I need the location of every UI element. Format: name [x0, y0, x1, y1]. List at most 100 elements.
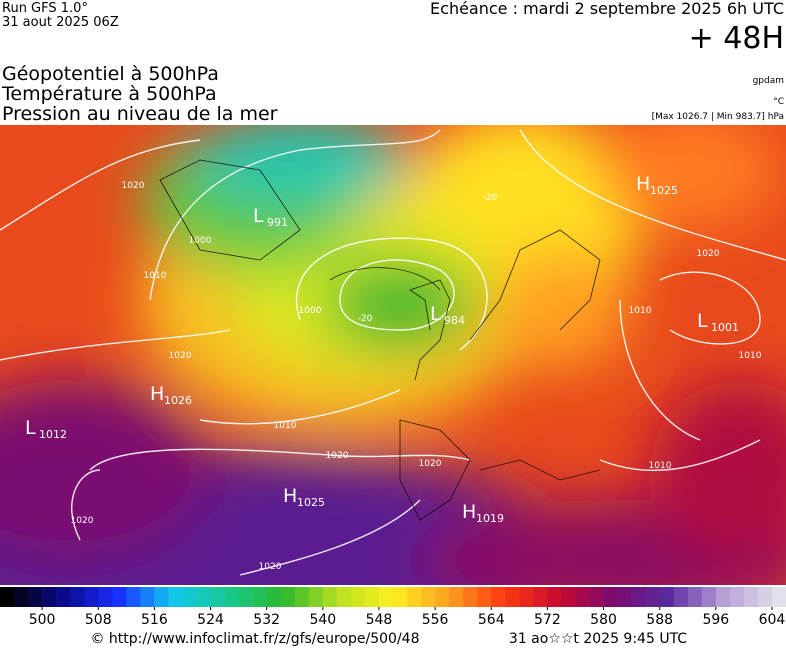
colorbar-tick-label: 580: [590, 612, 617, 628]
colorbar-swatch: [308, 587, 324, 607]
colorbar-tick-label: 516: [141, 612, 168, 628]
colorbar-swatch: [701, 587, 717, 607]
colorbar-swatch: [407, 587, 422, 607]
center-letter: H: [636, 173, 650, 195]
generated-time: 31 ao☆☆t 2025 9:45 UTC: [509, 631, 687, 647]
colorbar-swatch: [743, 587, 759, 607]
colorbar-swatch: [477, 587, 492, 607]
colorbar-swatch: [182, 587, 197, 607]
contour-label: 1020: [169, 351, 192, 361]
colorbar-swatch: [435, 587, 450, 607]
colorbar-swatch: [463, 587, 478, 607]
colorbar-swatch: [140, 587, 155, 607]
center-value: 1025: [650, 184, 678, 197]
colorbar-tick-label: 532: [253, 612, 280, 628]
unit-label: °C: [773, 97, 784, 107]
contour-label: 1010: [274, 421, 297, 431]
colorbar-tick-label: 548: [366, 612, 393, 628]
contour-label: 1020: [419, 459, 442, 469]
colorbar-swatch: [589, 587, 604, 607]
colorbar-swatch: [294, 587, 310, 607]
colorbar-swatch: [42, 587, 57, 607]
colorbar-swatch: [729, 587, 745, 607]
pressure-range: [Max 1026.7 | Min 983.7] hPa: [652, 112, 784, 122]
center-letter: L: [25, 417, 36, 439]
title: Pression au niveau de la mer: [2, 103, 278, 125]
unit-label: gpdam: [753, 76, 784, 86]
colorbar-swatch: [28, 587, 43, 607]
contour-label: 1000: [299, 306, 322, 316]
center-letter: H: [462, 501, 476, 523]
colorbar-swatch: [715, 587, 731, 607]
colorbar-swatch: [505, 587, 520, 607]
colorbar-swatch: [84, 587, 99, 607]
valid-time: Echéance : mardi 2 septembre 2025 6h UTC: [430, 0, 784, 18]
colorbar-swatch: [238, 587, 253, 607]
colorbar-swatch: [491, 587, 506, 607]
colorbar-swatch: [196, 587, 211, 607]
colorbar-swatch: [547, 587, 562, 607]
title: Géopotentiel à 500hPa: [2, 63, 219, 85]
colorbar-tick-label: 524: [197, 612, 224, 628]
contour-label: 1020: [697, 249, 720, 259]
colorbar-swatch: [252, 587, 267, 607]
colorbar-tick-label: 596: [702, 612, 729, 628]
colorbar-swatch: [0, 587, 15, 607]
contour-label: 1010: [144, 271, 167, 281]
colorbar-swatch: [449, 587, 464, 607]
colorbar-swatch: [210, 587, 225, 607]
colorbar-swatch: [266, 587, 282, 607]
colorbar-swatch: [673, 587, 689, 607]
run-date: 31 aout 2025 06Z: [2, 15, 119, 30]
colorbar-swatch: [112, 587, 127, 607]
colorbar-swatch: [645, 587, 660, 607]
center-value: 984: [444, 314, 465, 327]
center-letter: H: [150, 383, 164, 405]
colorbar-tick-label: 572: [534, 612, 561, 628]
colorbar-tick-label: 588: [646, 612, 673, 628]
center-letter: L: [697, 310, 708, 332]
colorbar-swatch: [322, 587, 338, 607]
contour-label: -20: [358, 314, 373, 324]
colorbar-swatch: [603, 587, 618, 607]
colorbar-swatch: [98, 587, 113, 607]
colorbar-tick-label: 604: [759, 612, 786, 628]
center-value: 1012: [39, 428, 67, 441]
contour-label: 1010: [739, 351, 762, 361]
colorbar-swatch: [224, 587, 239, 607]
center-value: 1026: [164, 394, 192, 407]
colorbar-swatch: [575, 587, 590, 607]
source-link: © http://www.infoclimat.fr/z/gfs/europe/…: [90, 631, 419, 647]
map-field: [0, 125, 786, 585]
title: Température à 500hPa: [1, 83, 217, 105]
contour-label: 1000: [189, 236, 212, 246]
colorbar-tick-label: 564: [478, 612, 505, 628]
colorbar-swatch: [771, 587, 786, 607]
center-value: 991: [267, 216, 288, 229]
colorbar-swatch: [126, 587, 141, 607]
colorbar-swatch: [659, 587, 675, 607]
colorbar-swatch: [421, 587, 436, 607]
colorbar-tick-label: 508: [85, 612, 112, 628]
colorbar-swatch: [350, 587, 366, 607]
colorbar-swatch: [168, 587, 183, 607]
colorbar-swatch: [617, 587, 632, 607]
contour-label: 1020: [259, 562, 282, 572]
center-letter: L: [253, 205, 264, 227]
lead-time: + 48H: [689, 21, 784, 56]
colorbar-tick-label: 500: [29, 612, 56, 628]
colorbar-swatch: [56, 587, 71, 607]
colorbar-swatch: [364, 587, 380, 607]
colorbar-swatch: [393, 587, 408, 607]
colorbar-swatch: [687, 587, 703, 607]
center-letter: L: [430, 303, 441, 325]
colorbar-swatch: [280, 587, 296, 607]
colorbar-tick-label: 540: [309, 612, 336, 628]
run-label: Run GFS 1.0°: [2, 1, 88, 16]
center-value: 1025: [297, 496, 325, 509]
colorbar-swatch: [70, 587, 85, 607]
colorbar-swatch: [378, 587, 394, 607]
center-value: 1001: [711, 321, 739, 334]
colorbar-swatch: [561, 587, 576, 607]
